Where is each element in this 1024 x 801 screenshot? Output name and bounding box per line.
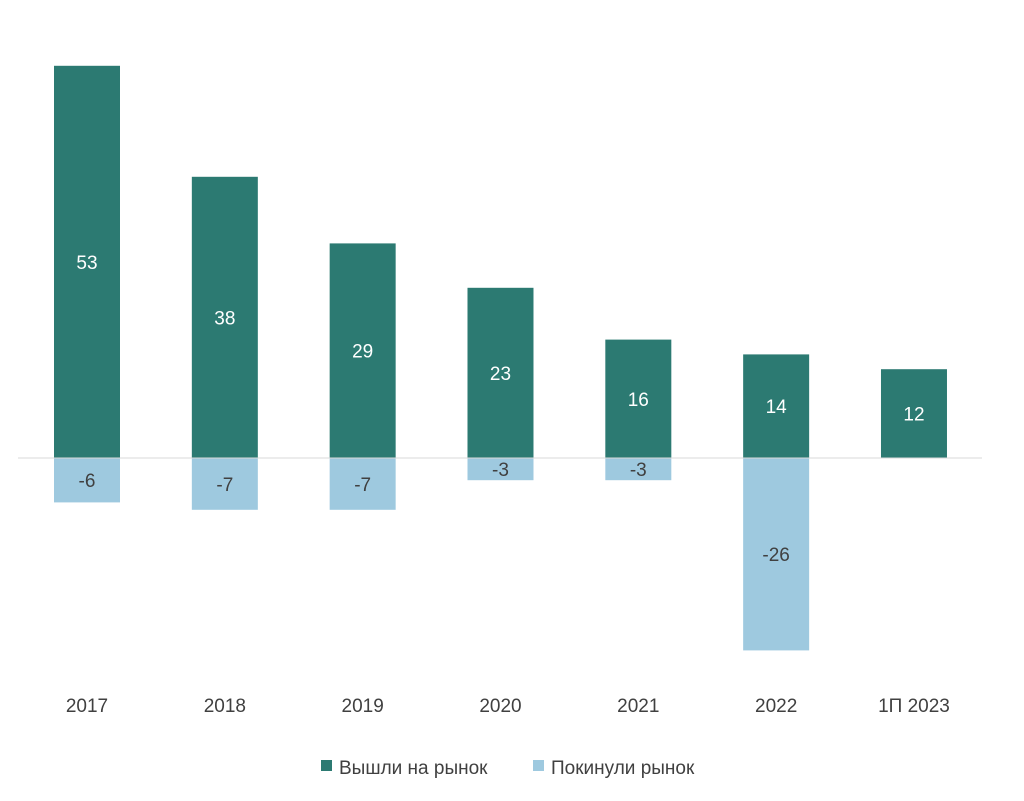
bar-left-5: [743, 458, 810, 651]
bar-entered-5: [743, 354, 810, 458]
data-label-left-2: -7: [354, 475, 371, 496]
data-label-entered-5: 14: [766, 397, 788, 418]
x-axis-tick-labels: 2017 2018 2019 2020 2021 2022 1П 2023: [66, 696, 950, 717]
x-tick-label-6: 1П 2023: [878, 696, 950, 717]
data-label-left-3: -3: [492, 460, 509, 481]
legend-label-series-0: Вышли на рынок: [339, 758, 488, 779]
bar-entered-4: [605, 339, 672, 458]
x-tick-label-4: 2021: [617, 696, 659, 717]
x-tick-label-3: 2020: [479, 696, 521, 717]
data-label-left-4: -3: [630, 460, 647, 481]
data-labels-group: 53 -6 38 -7 29 -7 23 -3 16 -3 14 -26 12: [76, 253, 924, 566]
bar-entered-2: [329, 243, 396, 458]
data-label-entered-3: 23: [490, 364, 511, 385]
legend-swatch-series-1: [533, 760, 544, 771]
bar-entered-1: [191, 176, 258, 459]
data-label-left-1: -7: [216, 475, 233, 496]
x-tick-label-5: 2022: [755, 696, 797, 717]
data-label-entered-1: 38: [214, 308, 235, 329]
legend-label-series-1: Покинули рынок: [551, 758, 695, 779]
bar-entered-6: [880, 369, 947, 458]
data-label-left-0: -6: [79, 471, 96, 492]
x-tick-label-0: 2017: [66, 696, 108, 717]
data-label-entered-4: 16: [628, 390, 649, 411]
bar-left-3: [467, 458, 534, 481]
bar-entered-0: [54, 65, 120, 459]
bar-entered-3: [467, 287, 534, 458]
bar-left-1: [191, 458, 258, 510]
x-tick-label-1: 2018: [204, 696, 246, 717]
bar-left-4: [605, 458, 672, 481]
legend-swatch-series-0: [321, 760, 332, 771]
bar-left-2: [329, 458, 396, 510]
data-label-entered-6: 12: [903, 405, 924, 426]
data-label-left-5: -26: [762, 545, 789, 566]
data-label-entered-0: 53: [76, 253, 97, 274]
bars-group: [54, 65, 947, 651]
legend: Вышли на рынок Покинули рынок: [321, 758, 695, 779]
bar-left-0: [54, 458, 120, 503]
data-label-entered-2: 29: [352, 342, 373, 363]
x-tick-label-2: 2019: [342, 696, 384, 717]
